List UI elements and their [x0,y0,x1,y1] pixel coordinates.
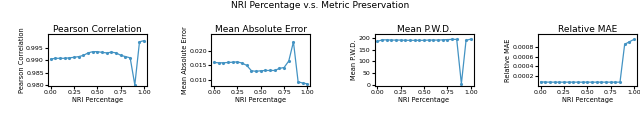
Text: NRI Percentage v.s. Metric Preservation: NRI Percentage v.s. Metric Preservation [231,1,409,10]
Title: Pearson Correlation: Pearson Correlation [53,25,142,34]
Title: Relative MAE: Relative MAE [557,25,617,34]
Title: Mean Absolute Error: Mean Absolute Error [215,25,307,34]
Y-axis label: Mean P.W.D.: Mean P.W.D. [351,40,357,80]
X-axis label: NRI Percentage: NRI Percentage [72,97,123,103]
Title: Mean P.W.D.: Mean P.W.D. [397,25,451,34]
X-axis label: NRI Percentage: NRI Percentage [399,97,450,103]
Y-axis label: Mean Absolute Error: Mean Absolute Error [182,26,188,94]
Y-axis label: Relative MAE: Relative MAE [505,39,511,82]
X-axis label: NRI Percentage: NRI Percentage [235,97,286,103]
X-axis label: NRI Percentage: NRI Percentage [562,97,613,103]
Y-axis label: Pearson Correlation: Pearson Correlation [19,27,25,93]
